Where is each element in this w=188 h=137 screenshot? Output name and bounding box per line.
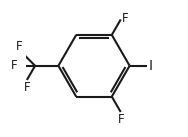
- Text: F: F: [118, 113, 125, 126]
- Text: F: F: [11, 59, 17, 72]
- Text: F: F: [24, 81, 30, 94]
- Text: F: F: [16, 40, 23, 53]
- Text: I: I: [149, 59, 153, 73]
- Text: F: F: [122, 12, 129, 25]
